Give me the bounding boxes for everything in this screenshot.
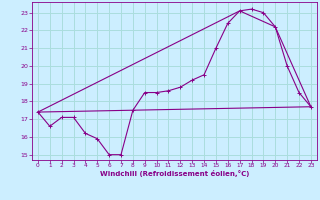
X-axis label: Windchill (Refroidissement éolien,°C): Windchill (Refroidissement éolien,°C) <box>100 170 249 177</box>
